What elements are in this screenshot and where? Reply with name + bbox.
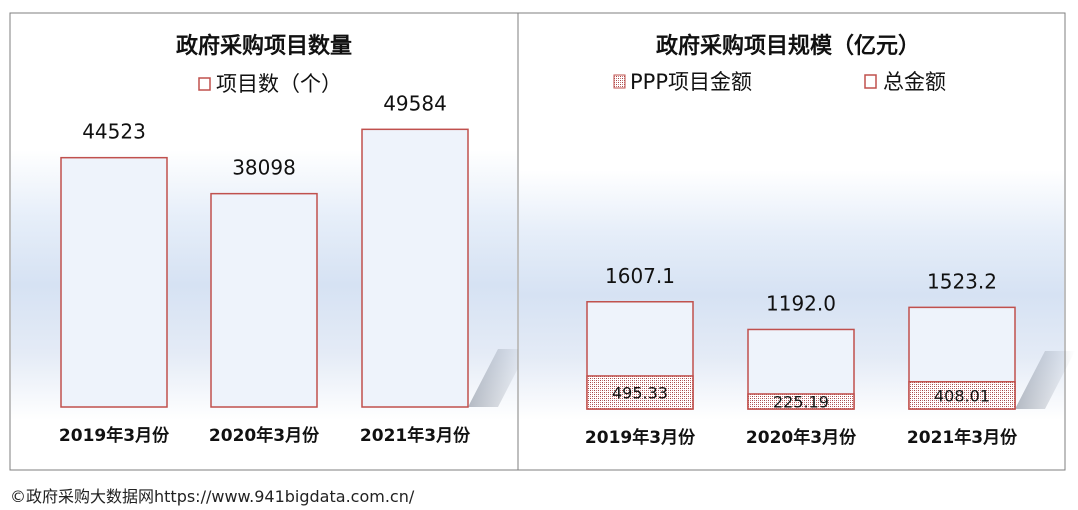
legend-swatch-count <box>198 77 211 91</box>
panel-project-scale: 政府采购项目规模（亿元） PPP项目金额 总金额 1607.1 495.33 201… <box>517 12 1075 471</box>
value-label: 44523 <box>82 120 146 144</box>
bar-ppp-2 <box>747 393 855 410</box>
bar-ppp-1 <box>586 375 694 410</box>
category-label: 2021年3月份 <box>360 425 471 446</box>
legend-label-ppp: PPP项目金额 <box>630 70 752 94</box>
category-label: 2019年3月份 <box>59 425 170 446</box>
chart-title: 政府采购项目规模（亿元） <box>656 33 920 59</box>
bar-series-scale: 1607.1 495.33 2019年3月份 1192.0 225.19 2020年3月份… <box>585 264 1075 448</box>
panel-project-count: 政府采购项目数量 项目数（个） 44523 2019年3月份 38098 2020年3… <box>9 12 528 471</box>
legend-label-count: 项目数（个） <box>216 72 342 96</box>
source-footer: ©政府采购大数据网https://www.941bigdata.com.cn/ <box>10 487 415 506</box>
ppp-value-label: 408.01 <box>934 386 990 405</box>
total-value-label: 1607.1 <box>605 264 675 288</box>
bar-ppp-3 <box>908 381 1016 410</box>
total-value-label: 1523.2 <box>927 269 997 293</box>
category-label: 2021年3月份 <box>907 427 1018 448</box>
category-label: 2020年3月份 <box>209 425 320 446</box>
total-value-label: 1192.0 <box>766 291 836 315</box>
chart-title: 政府采购项目数量 <box>176 33 352 59</box>
category-label: 2020年3月份 <box>746 427 857 448</box>
bar-series-count: 44523 2019年3月份 38098 2020年3月份 49584 2021年3月份 <box>59 91 528 446</box>
legend-swatch-total <box>864 74 877 89</box>
value-label: 49584 <box>383 91 447 115</box>
category-label: 2019年3月份 <box>585 427 696 448</box>
bar-count-1 <box>60 156 168 408</box>
bar-shadow <box>1015 351 1075 409</box>
bar-count-2 <box>210 192 318 408</box>
value-label: 38098 <box>232 156 296 180</box>
legend-swatch-ppp <box>613 74 626 89</box>
ppp-value-label: 225.19 <box>773 392 829 411</box>
legend-label-total: 总金额 <box>883 70 946 94</box>
ppp-value-label: 495.33 <box>612 383 668 402</box>
bar-shadow <box>468 349 528 407</box>
bar-count-3 <box>361 128 469 408</box>
